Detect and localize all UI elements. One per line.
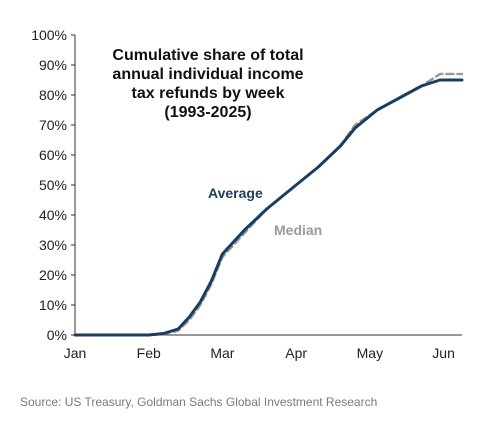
- y-tick-label: 100%: [31, 27, 67, 43]
- y-tick-label: 30%: [39, 237, 67, 253]
- median-series-label: Median: [274, 222, 322, 238]
- x-tick-label: Mar: [210, 345, 234, 361]
- chart-title-line: Cumulative share of total: [112, 47, 303, 64]
- average-series-line: [73, 78, 464, 337]
- y-tick-label: 90%: [39, 57, 67, 73]
- y-tick-label: 10%: [39, 297, 67, 313]
- y-tick-label: 70%: [39, 117, 67, 133]
- chart-title: Cumulative share of total annual individu…: [112, 47, 303, 121]
- y-tick-label: 40%: [39, 207, 67, 223]
- x-tick-label: Jun: [432, 345, 455, 361]
- chart-title-line: annual individual income: [112, 66, 303, 83]
- series-labels: Average Median: [208, 185, 322, 238]
- x-tick-label: May: [357, 345, 383, 361]
- y-tick-label: 20%: [39, 267, 67, 283]
- median-series-line: [73, 72, 464, 337]
- x-tick-label: Feb: [137, 345, 161, 361]
- y-tick-label: 80%: [39, 87, 67, 103]
- y-tick-label: 0%: [47, 327, 67, 343]
- series-lines: [73, 72, 464, 337]
- y-tick-label: 60%: [39, 147, 67, 163]
- source-note: Source: US Treasury, Goldman Sachs Globa…: [20, 395, 378, 409]
- x-tick-label: Jan: [64, 345, 87, 361]
- chart-title-line: tax refunds by week: [132, 85, 285, 102]
- y-axis-ticks: 0% 10% 20% 30% 40% 50% 60% 70% 80% 90% 100%: [31, 27, 75, 343]
- x-axis-ticks: Jan Feb Mar Apr May Jun: [64, 345, 455, 361]
- y-tick-label: 50%: [39, 177, 67, 193]
- average-series-label: Average: [208, 185, 263, 201]
- x-tick-label: Apr: [285, 345, 307, 361]
- chart-title-line: (1993-2025): [164, 104, 251, 121]
